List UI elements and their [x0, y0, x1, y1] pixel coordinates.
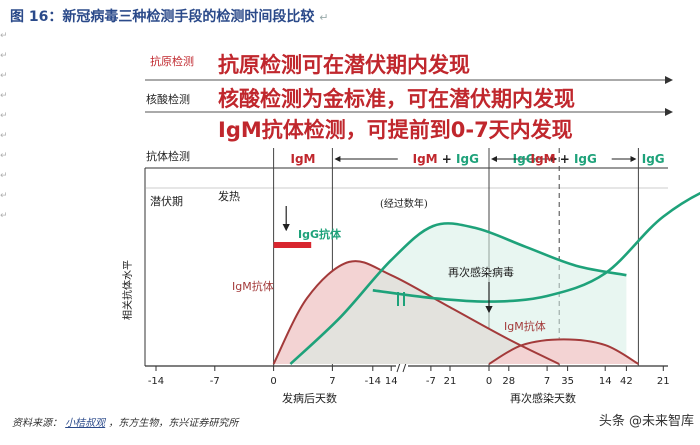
igm-label-first: IgM抗体	[232, 279, 274, 293]
x-tick-label: 21	[444, 376, 457, 387]
x-tick-label: 14	[599, 376, 612, 387]
phase-label: IgG	[513, 152, 536, 166]
antigen-window-bar	[273, 242, 312, 248]
x-tick-label: 21	[657, 376, 670, 387]
igg-label-first: IgG抗体	[298, 227, 342, 241]
fever-label: 发热	[218, 189, 240, 203]
figure-title-text: 图 16：新冠病毒三种检测手段的检测时间段比较	[10, 9, 315, 25]
reinfection-label: 再次感染病毒	[448, 265, 514, 279]
x-axis-label-first: 发病后天数	[282, 391, 337, 405]
x-tick-label: 42	[620, 376, 633, 387]
figure-title: 图 16：新冠病毒三种检测手段的检测时间段比较 ↵	[10, 6, 328, 26]
method-row-antigen: 抗原检测 抗原检测可在潜伏期内发现	[145, 53, 673, 84]
phase-label: IgM	[291, 152, 316, 166]
antibody-label: 抗体检测	[146, 149, 190, 163]
method-row-nucleic: 核酸检测 核酸检测为金标准，可在潜伏期内发现	[145, 87, 673, 116]
igg-curve-second	[372, 191, 700, 303]
x-tick-label: 7	[544, 376, 550, 387]
left-margin-marks: ↵ ↵ ↵ ↵ ↵ ↵ ↵ ↵ ↵ ↵	[0, 31, 8, 221]
igm-label-second: IgM抗体	[504, 319, 546, 333]
antibody-text: IgM抗体检测，可提前到0-7天内发现	[218, 118, 573, 142]
source-note: 资料来源： 小桔叔观 ，东方生物，东兴证券研究所	[12, 414, 238, 429]
x-tick-label: -7	[210, 376, 220, 387]
y-axis-label: 相关抗体水平	[121, 260, 134, 320]
x-tick-label: 14	[385, 376, 398, 387]
x-tick-label: 0	[270, 376, 276, 387]
source-link[interactable]: 小桔叔观	[65, 418, 106, 429]
x-tick-label: -14	[148, 376, 164, 387]
nucleic-label: 核酸检测	[146, 92, 190, 106]
source-rest: ，东方生物，东兴证券研究所	[108, 418, 239, 429]
source-prefix: 资料来源：	[12, 418, 62, 429]
x-axis-label-second: 再次感染天数	[510, 391, 576, 405]
antigen-label: 抗原检测	[150, 54, 194, 68]
igg-curve-first	[289, 222, 627, 365]
method-row-antibody: IgM抗体检测，可提前到0-7天内发现 抗体检测	[146, 118, 573, 163]
antigen-text: 抗原检测可在潜伏期内发现	[218, 53, 470, 77]
watermark-text: 头条 @未来智库	[598, 414, 694, 429]
return-mark: ↵	[319, 11, 329, 24]
phase-label: IgG	[642, 152, 665, 166]
phase-label: IgM + IgG	[531, 152, 597, 166]
igm-curve-second	[488, 338, 639, 365]
incubation-label: 潜伏期	[150, 194, 183, 208]
phase-label: IgM + IgG	[413, 152, 479, 166]
x-tick-label: -14	[365, 376, 381, 387]
igm-area-second	[489, 339, 639, 364]
x-tick-label: 7	[329, 376, 335, 387]
plot-area: IgM抗体 IgG抗体 IgM抗体 -14 -7 0 7 14 21 28 35 42 -14 -7 0 7 1…	[144, 148, 700, 387]
nucleic-text: 核酸检测为金标准，可在潜伏期内发现	[218, 87, 575, 111]
years-note: (经过数年)	[380, 197, 428, 210]
igm-curve-first	[272, 260, 560, 365]
x-tick-label: 0	[486, 376, 492, 387]
x-tick-label: 28	[502, 376, 515, 387]
igg-area-first	[290, 223, 627, 364]
x-tick-label: -7	[426, 376, 436, 387]
watermark: 头条 @未来智库	[599, 410, 694, 429]
x-tick-label: 35	[561, 376, 574, 387]
